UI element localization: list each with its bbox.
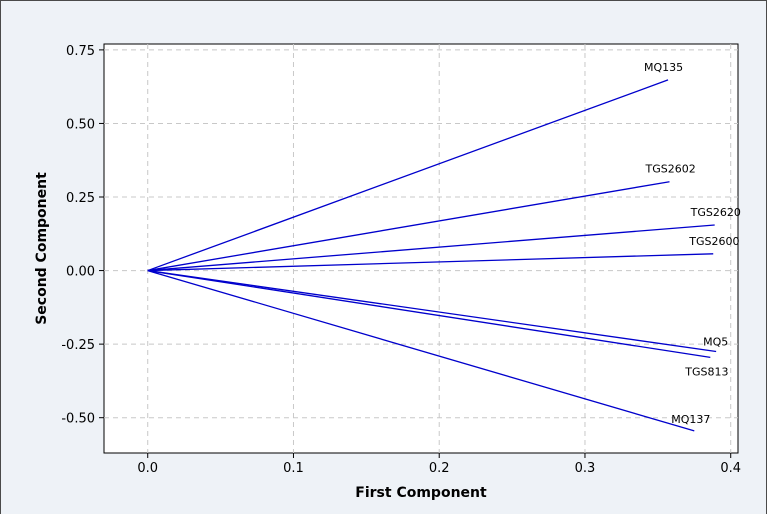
x-tick-label: 0.1	[283, 461, 304, 476]
vector-label-tgs2600: TGS2600	[688, 235, 739, 248]
vector-line-mq5	[147, 269, 717, 353]
vector-line-tgs813	[147, 269, 711, 359]
vector-line-tgs2600	[147, 253, 714, 272]
vector-line-tgs2620	[147, 224, 715, 272]
vector-lines	[147, 79, 717, 432]
vector-label-tgs2620: TGS2620	[690, 206, 741, 219]
vector-label-mq137: MQ137	[671, 413, 710, 426]
vector-line-mq137	[147, 269, 695, 432]
y-tick-label: 0.50	[66, 117, 95, 132]
vector-labels: MQ135 TGS2602 TGS2620 TGS2600 MQ5 TGS813 MQ137	[644, 61, 741, 426]
grid-lines	[104, 44, 738, 453]
vector-label-mq5: MQ5	[703, 335, 728, 348]
x-axis-title: First Component	[355, 485, 487, 501]
vector-line-mq135	[147, 79, 669, 272]
x-axis-ticks: 0.0 0.1 0.2 0.3 0.4	[137, 453, 741, 476]
vector-line-tgs2602	[147, 181, 670, 272]
vector-label-tgs2602: TGS2602	[644, 163, 695, 176]
y-axis-ticks: -0.50 -0.25 0.00 0.25 0.50 0.75	[61, 44, 104, 427]
x-tick-label: 0.0	[137, 461, 158, 476]
y-axis-title: Second Component	[34, 172, 50, 325]
x-tick-label: 0.2	[429, 461, 450, 476]
y-tick-label: 0.75	[66, 44, 95, 59]
y-tick-label: -0.25	[61, 338, 95, 353]
vector-label-tgs813: TGS813	[684, 365, 728, 378]
vector-label-mq135: MQ135	[644, 61, 683, 74]
y-tick-label: 0.25	[66, 191, 95, 206]
x-tick-label: 0.3	[575, 461, 596, 476]
y-tick-label: -0.50	[61, 412, 95, 427]
x-tick-label: 0.4	[720, 461, 741, 476]
y-tick-label: 0.00	[66, 265, 95, 280]
